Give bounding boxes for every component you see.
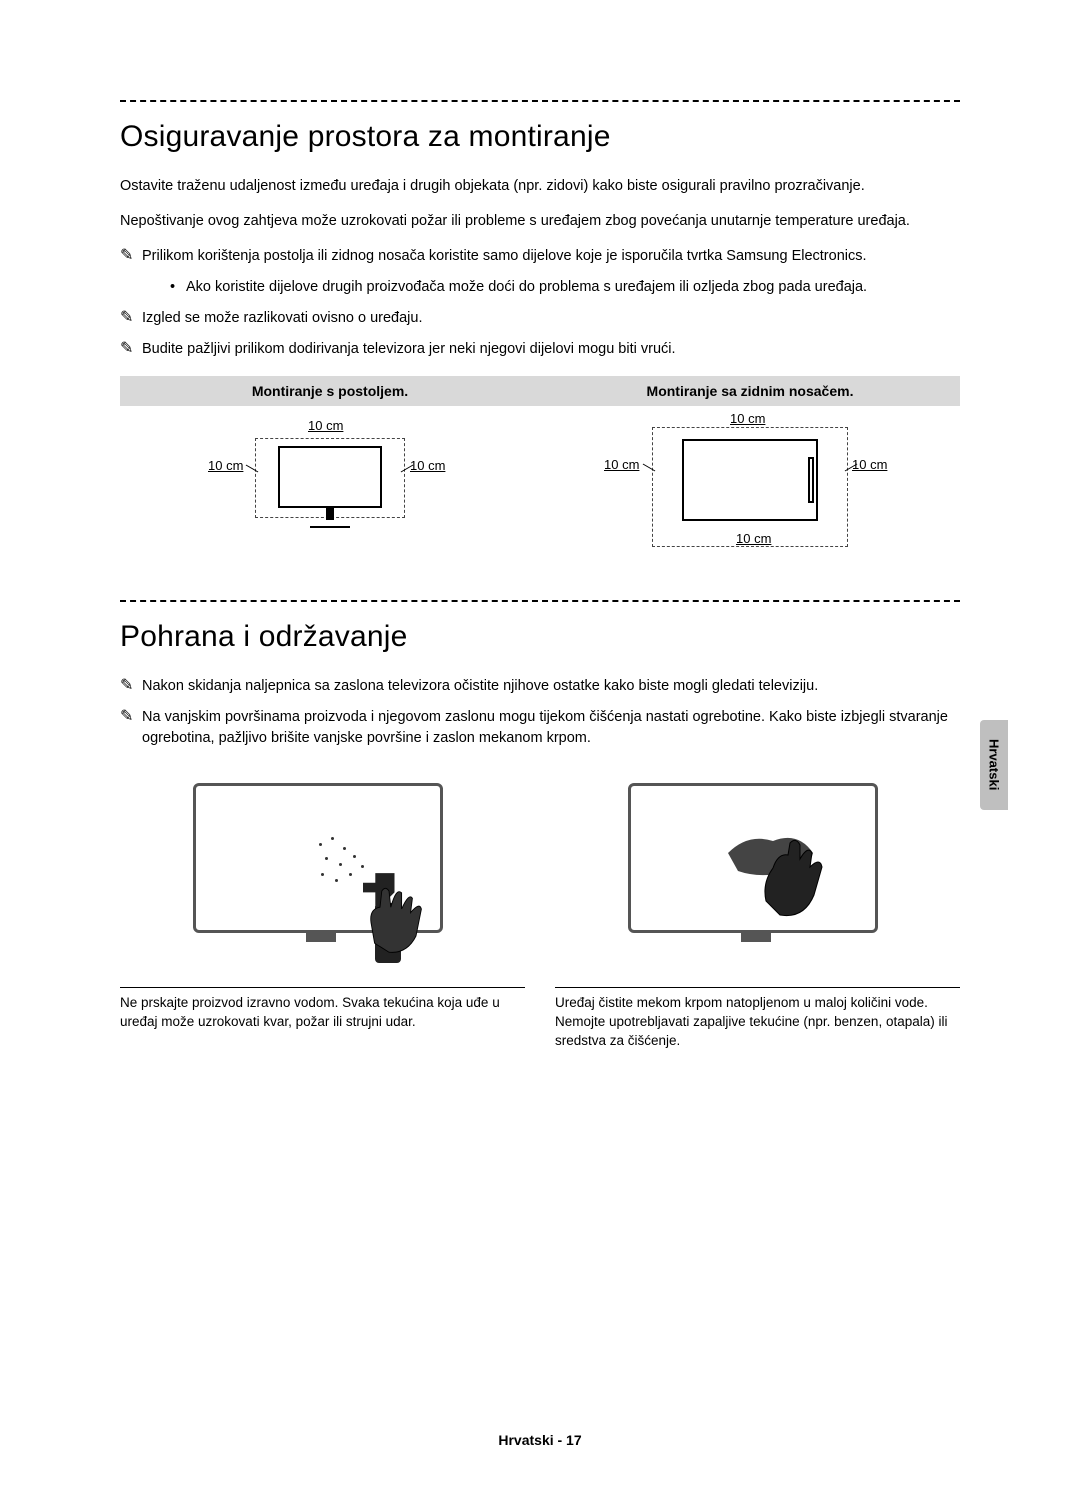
note-text: Prilikom korištenja postolja ili zidnog … (142, 246, 867, 267)
note-icon: ✎ (120, 246, 142, 265)
note-text: Budite pažljivi prilikom dodirivanja tel… (142, 339, 676, 360)
diagram-stand: Montiranje s postoljem. 10 cm 10 cm 10 c… (120, 376, 540, 556)
page-footer: Hrvatski - 17 (0, 1432, 1080, 1448)
note-icon: ✎ (120, 308, 142, 327)
diagram-wall: Montiranje sa zidnim nosačem. 10 cm 10 c… (540, 376, 960, 556)
dim-top: 10 cm (308, 418, 343, 433)
section1-notes-cont: ✎ Izgled se može razlikovati ovisno o ur… (120, 308, 960, 360)
dim-right: 10 cm (410, 458, 445, 473)
note-icon: ✎ (120, 339, 142, 358)
sub-bullet: • Ako koristite dijelove drugih proizvođ… (170, 277, 960, 298)
cleaning-left: Ne prskajte proizvod izravno vodom. Svak… (120, 773, 525, 1051)
bullet-dot: • (170, 277, 186, 298)
page-content: Osiguravanje prostora za montiranje Osta… (0, 0, 1080, 1091)
note-item: ✎ Prilikom korištenja postolja ili zidno… (120, 246, 960, 267)
diagram-body-stand: 10 cm 10 cm 10 cm (120, 406, 540, 556)
section1-notes: ✎ Prilikom korištenja postolja ili zidno… (120, 246, 960, 267)
section2-title: Pohrana i održavanje (120, 600, 960, 654)
note-icon: ✎ (120, 676, 142, 695)
language-tab: Hrvatski (980, 720, 1008, 810)
dim-top: 10 cm (730, 411, 765, 426)
hand-icon (353, 873, 443, 963)
note-icon: ✎ (120, 707, 142, 726)
dim-bottom: 10 cm (736, 531, 771, 546)
note-item: ✎ Nakon skidanja naljepnica sa zaslona t… (120, 676, 960, 697)
cloth-illustration (598, 773, 918, 973)
diagram-row: Montiranje s postoljem. 10 cm 10 cm 10 c… (120, 376, 960, 556)
section1-p1: Ostavite traženu udaljenost između uređa… (120, 176, 960, 197)
note-item: ✎ Na vanjskim površinama proizvoda i nje… (120, 707, 960, 749)
dim-right: 10 cm (852, 457, 887, 472)
dim-left: 10 cm (604, 457, 639, 472)
dim-left: 10 cm (208, 458, 243, 473)
note-text: Izgled se može razlikovati ovisno o uređ… (142, 308, 422, 329)
section2-notes: ✎ Nakon skidanja naljepnica sa zaslona t… (120, 676, 960, 749)
diagram-header-stand: Montiranje s postoljem. (120, 376, 540, 406)
caption-left: Ne prskajte proizvod izravno vodom. Svak… (120, 987, 525, 1032)
note-item: ✎ Izgled se može razlikovati ovisno o ur… (120, 308, 960, 329)
section1-p2: Nepoštivanje ovog zahtjeva može uzrokova… (120, 211, 960, 232)
section1-title: Osiguravanje prostora za montiranje (120, 100, 960, 154)
note-text: Nakon skidanja naljepnica sa zaslona tel… (142, 676, 818, 697)
note-item: ✎ Budite pažljivi prilikom dodirivanja t… (120, 339, 960, 360)
spray-illustration (163, 773, 483, 973)
language-tab-label: Hrvatski (987, 739, 1002, 790)
cleaning-row: Ne prskajte proizvod izravno vodom. Svak… (120, 773, 960, 1051)
diagram-body-wall: 10 cm 10 cm 10 cm 10 cm (540, 406, 960, 556)
hand-cloth-icon (718, 823, 838, 933)
caption-right: Uređaj čistite mekom krpom natopljenom u… (555, 987, 960, 1051)
note-text: Na vanjskim površinama proizvoda i njego… (142, 707, 960, 749)
sub-bullet-text: Ako koristite dijelove drugih proizvođač… (186, 277, 867, 298)
cleaning-right: Uređaj čistite mekom krpom natopljenom u… (555, 773, 960, 1051)
diagram-header-wall: Montiranje sa zidnim nosačem. (540, 376, 960, 406)
